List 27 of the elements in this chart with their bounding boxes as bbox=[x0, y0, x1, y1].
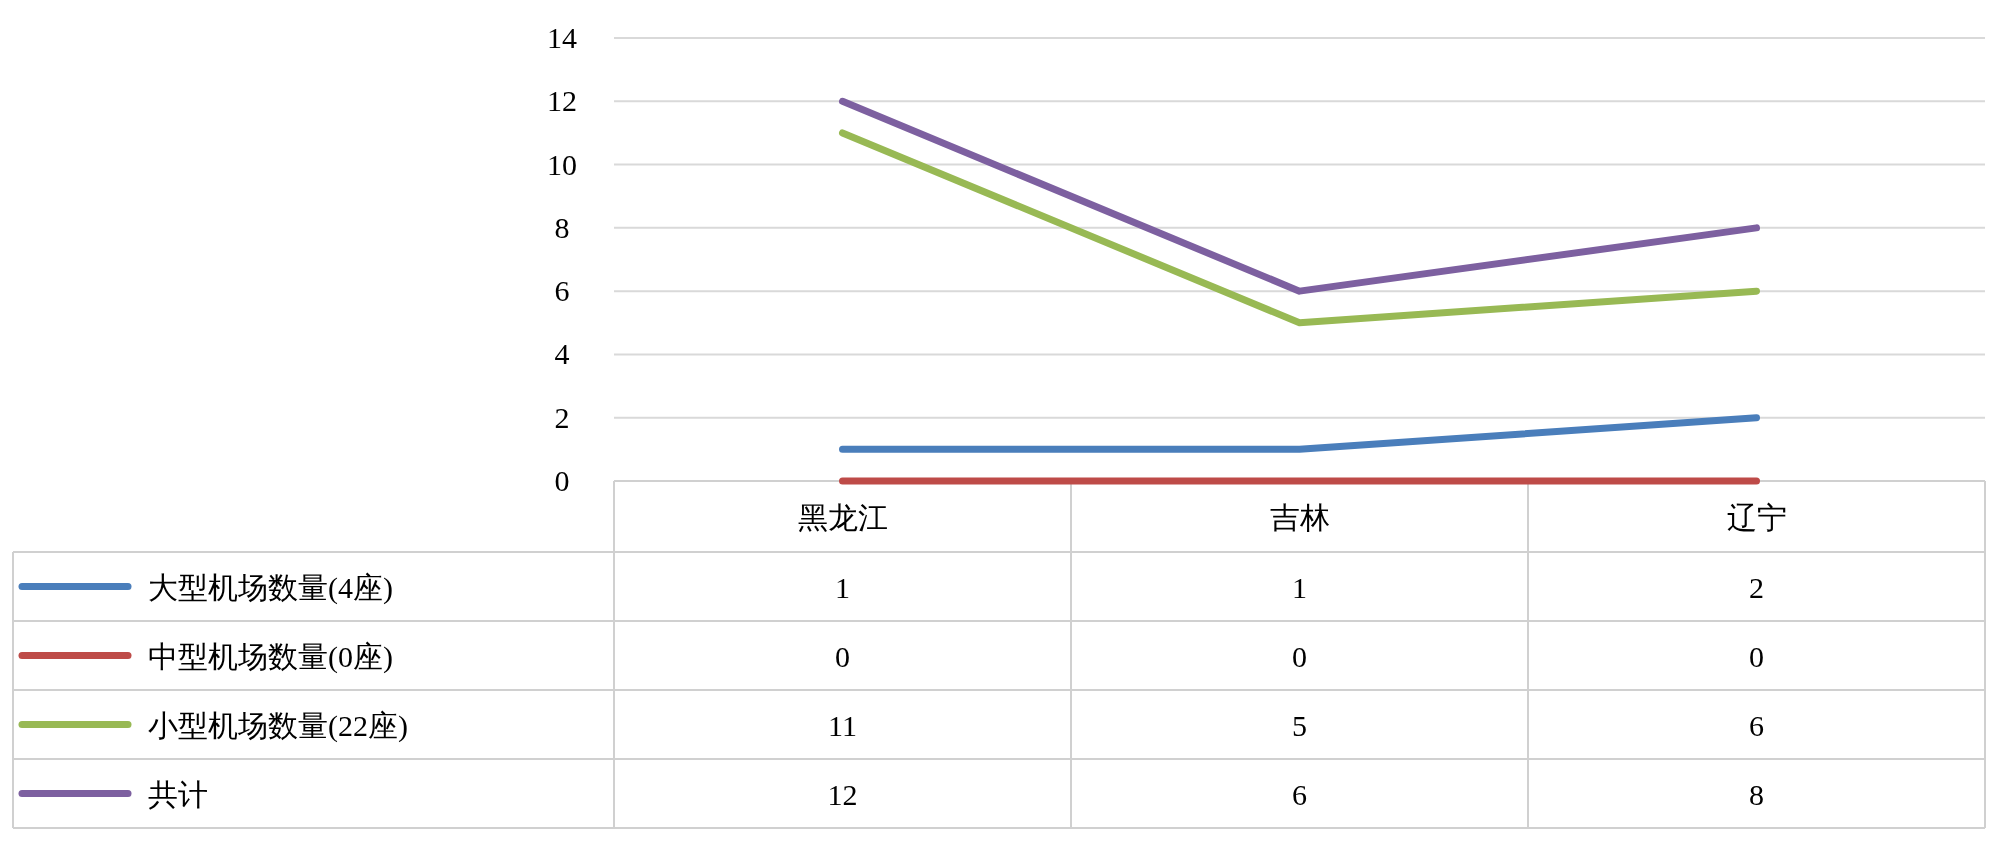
y-tick-label: 14 bbox=[547, 21, 577, 54]
legend-label: 大型机场数量(4座) bbox=[148, 570, 393, 605]
x-tick-label: 吉林 bbox=[1269, 500, 1330, 534]
data-label: 6 bbox=[1292, 777, 1307, 811]
legend-label: 中型机场数量(0座) bbox=[148, 639, 393, 674]
y-tick-label: 12 bbox=[547, 84, 577, 118]
data-label: 2 bbox=[1749, 570, 1764, 604]
y-tick-label: 8 bbox=[554, 210, 570, 244]
x-tick-label: 辽宁 bbox=[1726, 500, 1787, 534]
data-label: 1 bbox=[1292, 570, 1307, 604]
data-label: 8 bbox=[1749, 777, 1764, 811]
data-label: 0 bbox=[1292, 639, 1307, 673]
data-label: 5 bbox=[1292, 708, 1307, 742]
data-label: 11 bbox=[828, 708, 857, 742]
x-tick-label: 黑龙江 bbox=[797, 500, 888, 534]
data-label: 12 bbox=[827, 777, 858, 811]
legend-label: 小型机场数量(22座) bbox=[148, 708, 408, 743]
y-tick-label: 4 bbox=[554, 337, 570, 371]
data-label: 1 bbox=[835, 570, 850, 604]
y-tick-label: 2 bbox=[554, 400, 570, 434]
y-tick-label: 6 bbox=[554, 274, 570, 308]
y-tick-label: 10 bbox=[547, 147, 577, 181]
data-label: 6 bbox=[1749, 708, 1764, 742]
legend-label: 共计 bbox=[148, 777, 208, 811]
data-label: 0 bbox=[835, 639, 850, 673]
data-label: 0 bbox=[1749, 639, 1764, 673]
y-tick-label: 0 bbox=[554, 464, 570, 497]
